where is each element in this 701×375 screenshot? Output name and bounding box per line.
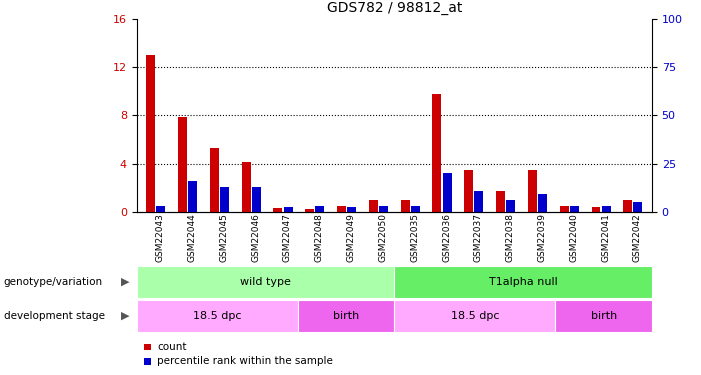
Bar xyxy=(156,206,165,212)
Bar xyxy=(464,170,473,212)
Bar xyxy=(506,200,515,212)
Bar xyxy=(528,170,537,212)
Text: GSM22037: GSM22037 xyxy=(474,213,483,262)
Bar xyxy=(252,187,261,212)
Text: GSM22049: GSM22049 xyxy=(346,213,355,262)
Text: GSM22041: GSM22041 xyxy=(601,213,610,262)
Text: GSM22047: GSM22047 xyxy=(283,213,292,262)
Bar xyxy=(601,206,611,212)
Bar xyxy=(442,173,451,212)
Text: development stage: development stage xyxy=(4,311,104,321)
Bar xyxy=(273,208,283,212)
Text: wild type: wild type xyxy=(240,277,291,287)
Bar xyxy=(210,148,219,212)
Text: T1alpha null: T1alpha null xyxy=(489,277,557,287)
Text: GSM22043: GSM22043 xyxy=(156,213,165,262)
Bar xyxy=(188,181,197,212)
Text: percentile rank within the sample: percentile rank within the sample xyxy=(157,356,333,366)
Text: GSM22046: GSM22046 xyxy=(251,213,260,262)
Bar xyxy=(538,194,547,212)
Bar xyxy=(475,190,484,212)
Bar xyxy=(496,191,505,212)
Text: GSM22045: GSM22045 xyxy=(219,213,229,262)
Bar xyxy=(634,202,642,212)
Text: ▶: ▶ xyxy=(121,311,129,321)
Bar xyxy=(305,210,314,212)
Text: 18.5 dpc: 18.5 dpc xyxy=(193,311,241,321)
Bar xyxy=(570,206,579,212)
Bar xyxy=(284,207,292,212)
Bar xyxy=(433,94,442,212)
Text: birth: birth xyxy=(590,311,617,321)
Bar xyxy=(394,300,555,332)
Text: GSM22040: GSM22040 xyxy=(569,213,578,262)
Bar xyxy=(379,206,388,212)
Text: count: count xyxy=(157,342,186,352)
Text: 18.5 dpc: 18.5 dpc xyxy=(451,311,499,321)
Bar xyxy=(315,206,325,212)
Text: ▶: ▶ xyxy=(121,277,129,287)
Text: GSM22039: GSM22039 xyxy=(538,213,547,262)
Text: GSM22044: GSM22044 xyxy=(188,213,196,262)
Bar xyxy=(411,206,420,212)
Text: GSM22048: GSM22048 xyxy=(315,213,324,262)
Text: GSM22036: GSM22036 xyxy=(442,213,451,262)
Text: birth: birth xyxy=(333,311,359,321)
Bar xyxy=(137,300,298,332)
Title: GDS782 / 98812_at: GDS782 / 98812_at xyxy=(327,1,462,15)
Bar xyxy=(559,206,569,212)
Bar xyxy=(298,300,394,332)
Bar xyxy=(401,200,409,212)
Bar xyxy=(623,200,632,212)
Bar xyxy=(242,162,250,212)
Text: genotype/variation: genotype/variation xyxy=(4,277,102,287)
Bar xyxy=(555,300,652,332)
Bar xyxy=(137,266,394,298)
Bar xyxy=(369,200,378,212)
Bar xyxy=(220,187,229,212)
Bar xyxy=(147,55,155,212)
Text: GSM22035: GSM22035 xyxy=(410,213,419,262)
Text: GSM22042: GSM22042 xyxy=(633,213,642,262)
Text: GSM22050: GSM22050 xyxy=(379,213,388,262)
Bar xyxy=(347,207,356,212)
Bar xyxy=(337,206,346,212)
Text: GSM22038: GSM22038 xyxy=(505,213,515,262)
Bar xyxy=(394,266,652,298)
Bar xyxy=(592,207,600,212)
Bar xyxy=(178,117,187,212)
